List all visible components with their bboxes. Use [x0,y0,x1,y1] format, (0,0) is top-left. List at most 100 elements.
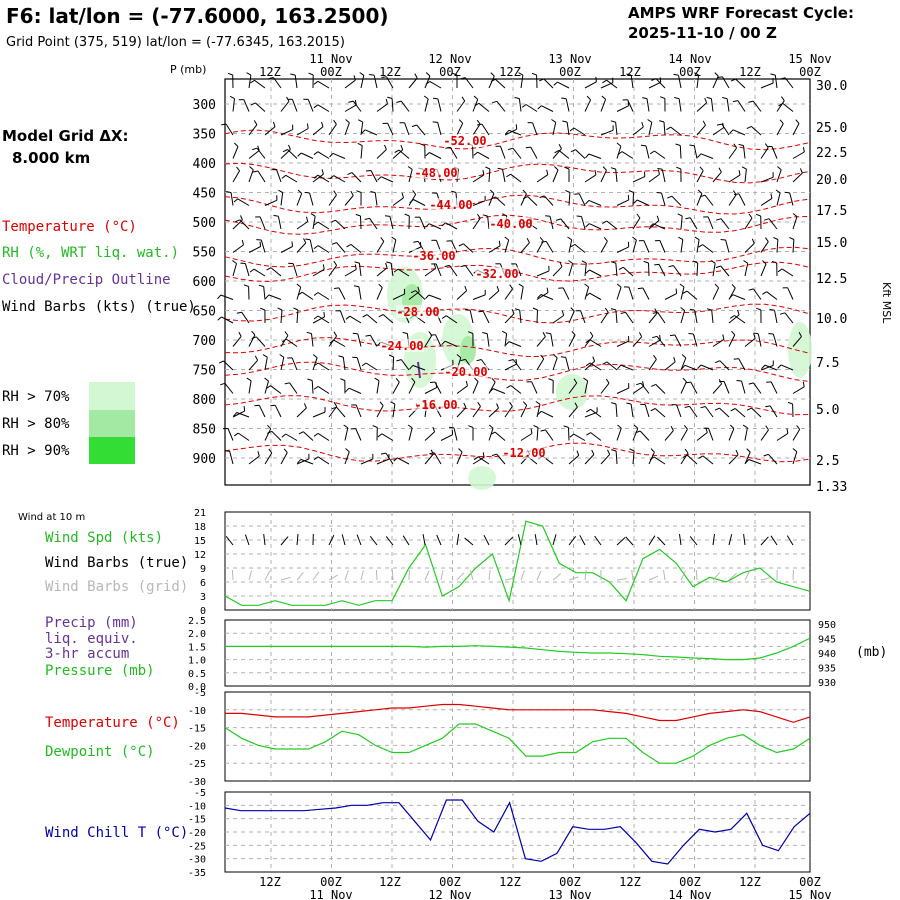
wind-barb [600,169,607,183]
wind-barb-flag [730,408,736,412]
grid-wind-barb [680,570,686,581]
wind-barb [600,311,609,324]
wind-barb [552,122,557,136]
wind-barb [488,168,491,183]
bottom-time-label: 00Z [439,875,461,889]
wind-barb-flag [535,401,541,405]
wind-barb [494,196,506,206]
wind-barb [728,174,741,183]
wind-barb-flag [673,357,676,363]
wind-barb [312,411,326,418]
wind-barb [312,173,324,183]
wind-barb [488,407,499,418]
wind-barb-flag [716,123,723,126]
wind-barb-flag [770,73,776,76]
wind-barb-flag [780,96,785,101]
wind-barb [584,263,587,277]
wind-barb [552,266,563,277]
isotherm-label-bg [444,365,488,378]
surface-wind-barb [504,536,514,546]
rh90-swatch [89,437,135,464]
wind-barb [344,427,349,441]
wind-barb-flag [679,283,685,288]
wind-barb [520,405,528,418]
wind-barb [616,105,629,112]
wind-barb [472,456,485,465]
legend-rh: RH (%, WRT liq. wat.) [2,245,179,261]
wind-barb [482,311,490,324]
wind-barb-flag [635,430,641,434]
wind-barb [654,150,666,159]
wind-barb-flag [741,166,747,170]
wind-barb [725,239,730,253]
wind-barb-flag [329,339,335,344]
wind-barb [664,293,677,300]
wind-barb [782,103,794,112]
pressure-tick-label: 850 [193,423,216,438]
wind-barb [391,98,394,112]
wind-barb [504,128,517,136]
wind-barb [221,316,234,324]
isotherm-label-bg [443,134,487,147]
wind-barb [578,193,586,206]
wind-barb [373,75,378,89]
wind-panel: 21 18 15 12 9 6 3 0 [194,508,811,617]
wind-barb [680,381,687,394]
isotherm-label: -12.00 [502,446,545,460]
pressure-tick-label: 900 [193,452,216,467]
wind-barb-flag [310,213,316,217]
wind-barb-flag [411,124,417,128]
wind-barb [504,313,515,324]
wind-barb-flag [407,166,413,170]
wind-barb [301,291,314,300]
wind-barb-flag [746,407,752,411]
wind-barb [416,124,426,136]
pressure-ytick-right: 930 [818,678,836,689]
wind-barb-flag [618,266,624,271]
temperature-line [225,703,811,723]
wind-barb [264,380,269,394]
grid-wind-barb [312,571,320,581]
wind-barb [520,242,530,253]
wind-barb [253,268,266,277]
wind-barb [774,310,778,324]
wind-barb [437,98,442,112]
wind-barb [504,239,510,253]
surface-wind-barb [657,536,666,546]
wind-barb-flag [423,95,429,100]
wind-barb-flag [770,193,773,199]
wind-barb-flag [290,73,296,76]
wind-barb [312,216,316,230]
wind-barb [573,127,586,136]
wind-barb [760,147,769,159]
legend-temperature: Temperature (°C) [2,219,137,235]
wind-barb [392,197,404,206]
wind-barb [271,430,282,441]
wind-barb-flag [307,378,313,381]
wind-barb [615,309,618,324]
wind-barb [328,194,337,206]
wind-barb-flag [787,401,793,405]
wind-barb [520,75,524,89]
wind-barb [728,454,739,465]
wind-barb [743,145,746,159]
wind-barb [428,294,442,300]
wind-barb-flag [249,268,255,273]
wind-barb-flag [592,356,596,362]
wind-barb [735,78,746,89]
wind-barb [488,290,500,300]
isotherm-line [224,337,811,358]
wind-barb-flag [395,377,400,383]
top-time-label: 12Z [619,65,641,79]
wind-barb [307,99,314,112]
wind-frame [224,511,811,611]
wind-barb-flag [394,149,400,153]
wind-barb-flag [584,283,589,288]
wind-barb-flag [657,169,660,175]
wind-barb [456,123,464,136]
pressure-ytick: 2.0 [188,629,206,640]
wind-barb-flag [682,377,687,383]
wind-barb [616,145,622,159]
wind-barb-flag [329,175,335,180]
wind-barb-flag [780,77,786,80]
